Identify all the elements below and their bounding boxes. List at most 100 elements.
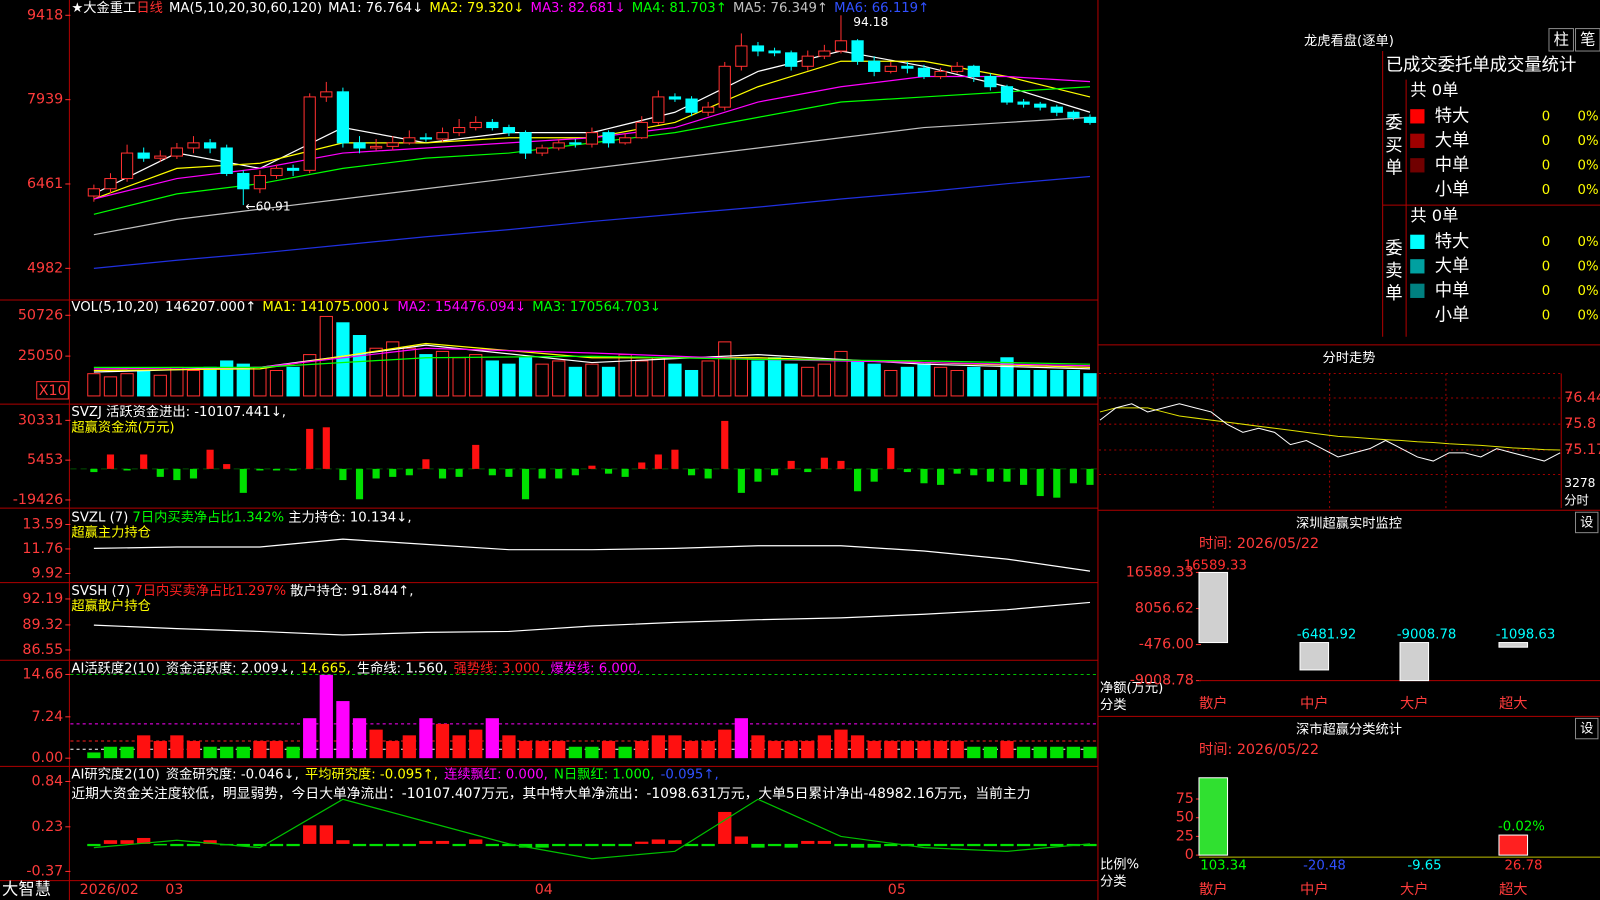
row-count: 0 xyxy=(1542,284,1550,299)
legend-item: MA4: 81.703↑ xyxy=(632,1,727,16)
candle-body xyxy=(369,145,383,149)
candle-body xyxy=(502,127,516,134)
research-bar xyxy=(485,843,499,847)
flow-bar xyxy=(256,468,264,471)
activity-bar xyxy=(319,674,333,759)
vol-title: VOL(5,10,20) xyxy=(71,300,159,315)
category: 超大 xyxy=(1499,695,1528,712)
flow-bar xyxy=(754,468,762,482)
row-swatch xyxy=(1410,133,1425,148)
svsh-title: SVSH (7) xyxy=(71,584,130,599)
legend-item: 连续飘红: 0.000, xyxy=(444,766,548,782)
button[interactable] xyxy=(1575,511,1599,534)
research-bar xyxy=(352,843,367,847)
candle-body xyxy=(253,175,267,190)
research-bar xyxy=(834,843,848,847)
activity-bar xyxy=(552,741,566,759)
research-bar xyxy=(601,843,616,847)
button-label[interactable]: 柱 xyxy=(1554,30,1569,48)
row-name: 中单 xyxy=(1435,155,1470,175)
activity-bar xyxy=(435,723,450,759)
axis-label: 分类 xyxy=(1100,874,1127,890)
research-bar xyxy=(967,843,981,847)
section-label: 委 xyxy=(1385,113,1402,133)
monitor-bar xyxy=(1198,571,1229,644)
candle-body xyxy=(453,127,466,134)
flow-bar xyxy=(654,454,662,469)
row-count: 0 xyxy=(1542,259,1550,274)
volume-bar xyxy=(120,373,134,397)
candle-body xyxy=(1083,116,1097,123)
activity-bar xyxy=(884,741,898,759)
flow-bar xyxy=(837,460,845,469)
row-name: 大单 xyxy=(1435,256,1470,276)
activity-bar xyxy=(1066,746,1081,759)
row-swatch xyxy=(1410,283,1425,298)
volume-bar xyxy=(767,357,782,397)
intraday-grid xyxy=(1098,372,1562,509)
candle-body xyxy=(801,55,814,67)
volume-bar xyxy=(402,347,416,397)
volume-bar xyxy=(236,363,250,397)
activity-bar xyxy=(103,746,118,759)
value-label: -6481.92 xyxy=(1297,627,1357,642)
activity-bar xyxy=(684,741,699,759)
monitor-time: 时间: 2026/05/22 xyxy=(1199,535,1319,552)
activity-bar xyxy=(153,741,167,759)
button[interactable] xyxy=(1548,28,1574,52)
flow-bar xyxy=(90,468,98,473)
y-tick-label: 50 xyxy=(1176,810,1194,826)
y-tick-label: 25050 xyxy=(18,348,63,364)
activity-bar xyxy=(635,741,649,759)
button[interactable] xyxy=(1575,717,1599,740)
volume-bar xyxy=(1083,373,1097,397)
candle-body xyxy=(785,52,798,67)
candle-body xyxy=(336,91,350,144)
button[interactable] xyxy=(1575,28,1600,52)
svsh-legend: SVSH (7) 7日内买卖净占比1.297% 散户持仓: 91.844↑, xyxy=(71,582,413,599)
volume-bar xyxy=(518,357,533,397)
volume-bar xyxy=(784,363,798,397)
volume-bar xyxy=(817,363,832,397)
candle-body xyxy=(868,60,881,72)
candle-body xyxy=(519,132,532,154)
volume-bar xyxy=(170,366,184,397)
flow-bar xyxy=(1053,468,1061,498)
activity-bar xyxy=(1050,746,1064,759)
row-count: 0 xyxy=(1542,308,1550,323)
button-label[interactable]: 设 xyxy=(1580,721,1593,737)
candle-body xyxy=(1067,111,1080,118)
candle-body xyxy=(104,178,117,190)
ai1-legend: AI活跃度2(10) 资金活跃度: 2.009↓, 14.665, 生命线: 1.56… xyxy=(71,659,640,676)
volume-bar xyxy=(435,350,450,397)
row-pct: 0% xyxy=(1578,134,1599,149)
high-label: 94.18 xyxy=(853,15,888,29)
legend-item: 平均研究度: -0.095↑, xyxy=(305,766,438,782)
row-swatch xyxy=(1410,182,1425,197)
activity-bar xyxy=(485,718,499,759)
flow-bar xyxy=(206,449,214,469)
activity-bar xyxy=(286,746,300,759)
flow-bar xyxy=(239,468,247,493)
button-label[interactable]: 设 xyxy=(1580,514,1593,530)
candle-body xyxy=(702,106,715,113)
activity-bar xyxy=(452,735,466,759)
candle-body xyxy=(203,142,217,149)
volume-bar xyxy=(1016,369,1031,397)
y-tick-label: 92.19 xyxy=(22,591,63,607)
candle-body xyxy=(901,65,914,69)
row-swatch xyxy=(1410,109,1425,124)
hold-line xyxy=(93,538,1091,572)
row-pct: 0% xyxy=(1578,259,1599,274)
candle-body xyxy=(286,167,300,171)
flow-bar xyxy=(538,468,546,479)
y-tick-label: 75.8 xyxy=(1564,416,1596,432)
button-label[interactable]: 笔 xyxy=(1580,30,1595,48)
row-swatch xyxy=(1410,158,1425,173)
activity-bar xyxy=(834,729,848,759)
volume-bar xyxy=(917,363,931,397)
y-tick-label: 6461 xyxy=(27,176,63,192)
flow-bar xyxy=(438,468,447,479)
volume-bar xyxy=(701,360,715,397)
